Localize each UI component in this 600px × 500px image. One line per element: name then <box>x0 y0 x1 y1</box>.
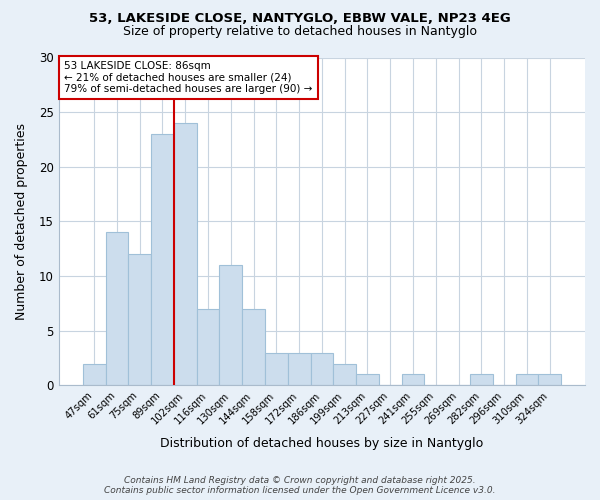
Bar <box>128 254 151 386</box>
Bar <box>334 364 356 386</box>
Text: Contains HM Land Registry data © Crown copyright and database right 2025.
Contai: Contains HM Land Registry data © Crown c… <box>104 476 496 495</box>
Bar <box>151 134 174 386</box>
Text: 53, LAKESIDE CLOSE, NANTYGLO, EBBW VALE, NP23 4EG: 53, LAKESIDE CLOSE, NANTYGLO, EBBW VALE,… <box>89 12 511 26</box>
Bar <box>288 352 311 386</box>
Bar <box>515 374 538 386</box>
Bar <box>470 374 493 386</box>
Bar <box>174 123 197 386</box>
Bar <box>106 232 128 386</box>
Bar <box>538 374 561 386</box>
Bar <box>311 352 334 386</box>
Bar <box>83 364 106 386</box>
Text: Size of property relative to detached houses in Nantyglo: Size of property relative to detached ho… <box>123 25 477 38</box>
Bar <box>356 374 379 386</box>
Bar <box>242 309 265 386</box>
X-axis label: Distribution of detached houses by size in Nantyglo: Distribution of detached houses by size … <box>160 437 484 450</box>
Bar <box>220 265 242 386</box>
Bar <box>401 374 424 386</box>
Bar <box>197 309 220 386</box>
Text: 53 LAKESIDE CLOSE: 86sqm
← 21% of detached houses are smaller (24)
79% of semi-d: 53 LAKESIDE CLOSE: 86sqm ← 21% of detach… <box>64 61 313 94</box>
Bar <box>265 352 288 386</box>
Y-axis label: Number of detached properties: Number of detached properties <box>15 123 28 320</box>
